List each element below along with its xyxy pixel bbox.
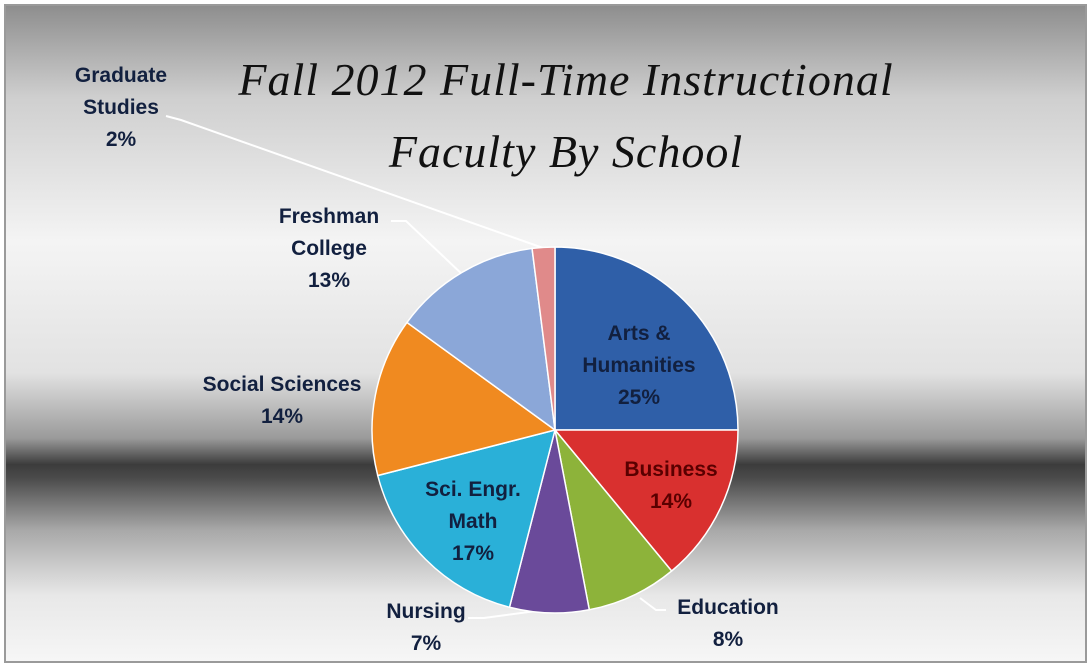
slice-label: Education 8% xyxy=(653,592,803,656)
category-label: Social Sciences xyxy=(202,373,362,396)
leader-lines xyxy=(165,115,666,619)
slice-label: Nursing 7% xyxy=(371,596,481,660)
pie-slice xyxy=(554,246,739,431)
chart-frame: Fall 2012 Full-Time Instructional Facult… xyxy=(4,4,1087,663)
category-label: Nursing xyxy=(386,600,466,623)
category-label: Freshman College xyxy=(278,205,380,260)
pie-slice xyxy=(553,429,739,573)
pie-slice xyxy=(554,429,673,611)
value-label: 14% xyxy=(260,405,304,428)
chart xyxy=(165,115,739,619)
pie-slice xyxy=(376,428,557,609)
pie-slice xyxy=(405,247,556,432)
category-label: Business xyxy=(624,458,718,481)
value-label: 13% xyxy=(307,269,351,292)
slice-label: Graduate Studies 2% xyxy=(61,60,181,156)
category-label: Education xyxy=(677,596,779,619)
leader-line xyxy=(639,597,666,611)
slice-label: Business 14% xyxy=(606,454,736,518)
chart-title: Fall 2012 Full-Time Instructional Facult… xyxy=(238,54,894,177)
slice-label: Sci. Engr. Math 17% xyxy=(413,474,533,570)
value-label: 14% xyxy=(649,490,693,513)
slice-label: Arts & Humanities 25% xyxy=(564,318,714,414)
leader-line xyxy=(468,610,537,619)
leader-line xyxy=(165,115,547,250)
category-label: Arts & Humanities xyxy=(582,322,696,377)
leader-line xyxy=(391,220,465,277)
slice-label: Social Sciences 14% xyxy=(182,369,382,433)
value-label: 8% xyxy=(712,628,744,651)
value-label: 7% xyxy=(410,632,442,655)
pie-slice xyxy=(531,246,556,431)
page: Fall 2012 Full-Time Instructional Facult… xyxy=(0,4,1091,671)
value-label: 2% xyxy=(105,128,137,151)
category-label: Sci. Engr. Math xyxy=(425,478,521,533)
pie-slice xyxy=(371,321,557,477)
category-label: Graduate Studies xyxy=(74,64,168,119)
slice-label: Freshman College 13% xyxy=(264,201,394,297)
value-label: 17% xyxy=(451,542,495,565)
value-label: 25% xyxy=(617,386,661,409)
